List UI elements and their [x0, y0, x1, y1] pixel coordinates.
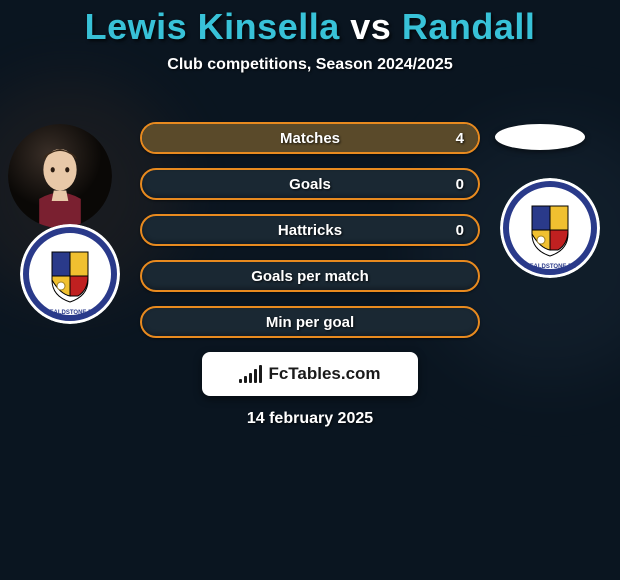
stat-row: Matches 4 — [140, 122, 480, 154]
comparison-card: Lewis Kinsella vs Randall Club competiti… — [0, 0, 620, 580]
subtitle: Club competitions, Season 2024/2025 — [0, 56, 620, 74]
brand-card[interactable]: FcTables.com — [202, 352, 418, 396]
stats-list: Matches 4 Goals 0 Hattricks 0 Goals per match M… — [140, 122, 480, 352]
stat-value: 0 — [456, 176, 464, 193]
vs-text: vs — [350, 6, 391, 47]
player1-club-crest: WEALDSTONE FC — [20, 224, 120, 324]
stat-label: Goals — [289, 176, 331, 193]
stat-label: Goals per match — [251, 268, 369, 285]
player1-name: Lewis Kinsella — [85, 6, 340, 47]
player1-avatar — [8, 124, 112, 228]
stat-row: Goals per match — [140, 260, 480, 292]
snapshot-date: 14 february 2025 — [0, 410, 620, 428]
svg-text:WEALDSTONE FC: WEALDSTONE FC — [44, 310, 97, 316]
stat-row: Goals 0 — [140, 168, 480, 200]
brand-logo-icon — [239, 365, 262, 383]
player2-club-crest: WEALDSTONE FC — [500, 178, 600, 278]
stat-value: 0 — [456, 222, 464, 239]
stat-value: 4 — [456, 130, 464, 147]
svg-text:WEALDSTONE FC: WEALDSTONE FC — [524, 264, 577, 270]
stat-row: Min per goal — [140, 306, 480, 338]
stat-label: Min per goal — [266, 314, 354, 331]
page-title: Lewis Kinsella vs Randall — [0, 0, 620, 48]
brand-text: FcTables.com — [268, 364, 380, 384]
player2-name: Randall — [402, 6, 536, 47]
player2-avatar-placeholder — [495, 124, 585, 150]
stat-label: Matches — [280, 130, 340, 147]
stat-label: Hattricks — [278, 222, 342, 239]
stat-row: Hattricks 0 — [140, 214, 480, 246]
